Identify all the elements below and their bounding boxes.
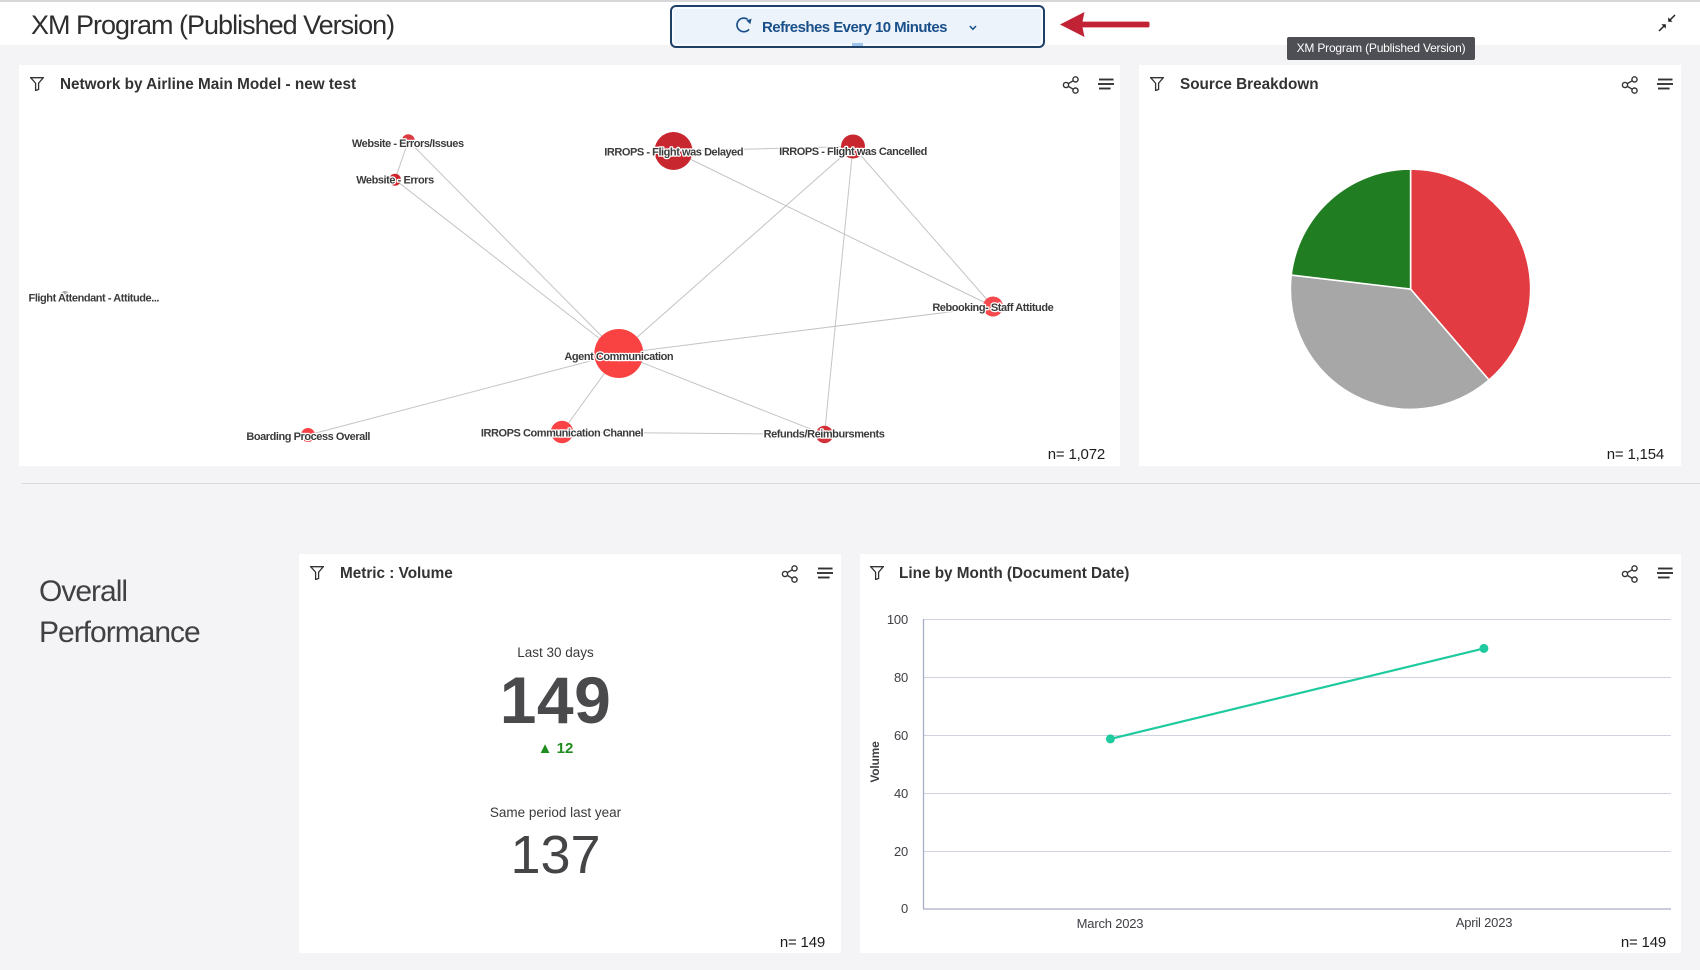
svg-text:Refunds/Reimbursments: Refunds/Reimbursments — [764, 429, 885, 441]
svg-text:0: 0 — [901, 901, 908, 916]
svg-text:60: 60 — [894, 728, 908, 743]
svg-text:Volume: Volume — [868, 741, 882, 783]
svg-text:40: 40 — [894, 786, 908, 801]
svg-text:Website - Errors: Website - Errors — [356, 175, 434, 187]
svg-text:Rebooking- Staff Attitude: Rebooking- Staff Attitude — [932, 302, 1053, 314]
svg-text:April 2023: April 2023 — [1456, 915, 1513, 930]
svg-text:80: 80 — [894, 670, 908, 685]
svg-text:IRROPS - Flight was Cancelled: IRROPS - Flight was Cancelled — [779, 146, 927, 158]
svg-text:Boarding Process Overall: Boarding Process Overall — [246, 431, 370, 443]
svg-text:IRROPS Communication Channel: IRROPS Communication Channel — [481, 428, 644, 440]
svg-text:20: 20 — [894, 844, 908, 859]
svg-text:100: 100 — [887, 612, 908, 627]
svg-text:Agent Communication: Agent Communication — [564, 351, 674, 363]
svg-text:IRROPS - Flight was Delayed: IRROPS - Flight was Delayed — [604, 146, 743, 158]
svg-text:March 2023: March 2023 — [1077, 916, 1144, 931]
svg-text:Flight Attendant - Attitude...: Flight Attendant - Attitude... — [29, 293, 160, 305]
svg-text:Website - Errors/Issues: Website - Errors/Issues — [352, 138, 464, 150]
